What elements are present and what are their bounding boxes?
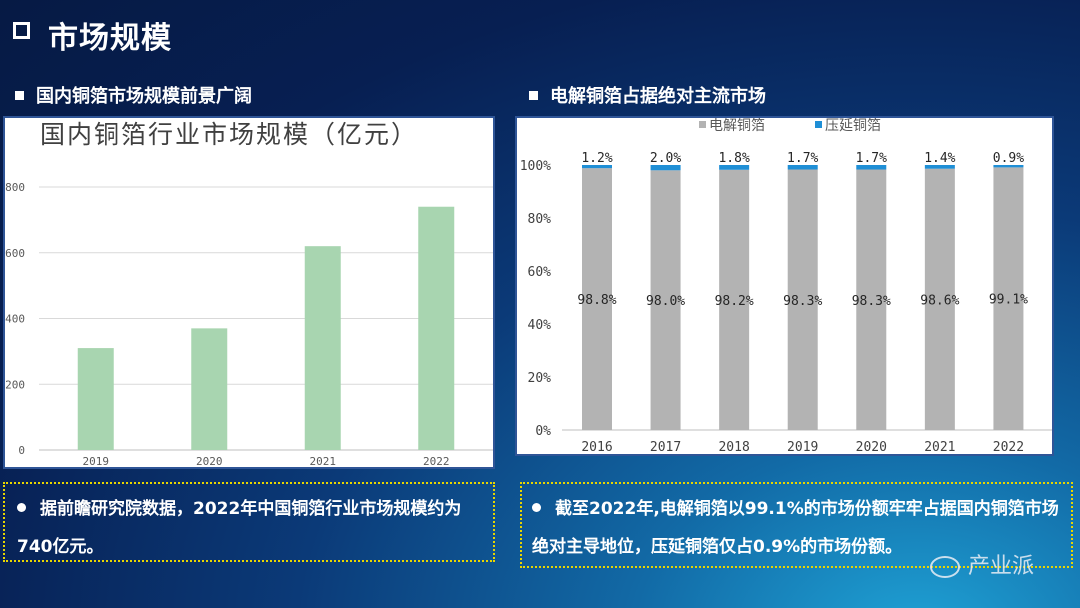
market-size-chart-panel: 国内铜箔行业市场规模（亿元） 0 200 400 600 800 2019 2020 2021 2…: [3, 116, 495, 469]
y-tick-label: 400: [5, 313, 25, 326]
bar-2022: [418, 206, 455, 450]
x-tick-label: 2022: [993, 440, 1024, 454]
x-tick-label: 2021: [924, 440, 955, 454]
bar-electrolytic-2022: [993, 167, 1024, 430]
data-label-rolled: 1.2%: [581, 151, 612, 166]
market-share-stacked-chart: 电解铜箔 压延铜箔 0% 20% 40% 60% 80% 100% 98.8% 1.2% 2016 9…: [520, 118, 1052, 454]
data-label-electrolytic: 98.3%: [852, 294, 891, 309]
right-section-title: 电解铜箔占据绝对主流市场: [529, 82, 766, 108]
x-tick-label: 2016: [581, 440, 612, 454]
left-section-title-text: 国内铜箔市场规模前景广阔: [36, 86, 252, 107]
data-label-rolled: 1.8%: [718, 151, 749, 166]
bar-rolled-2022: [993, 165, 1024, 168]
data-label-electrolytic: 98.3%: [783, 294, 822, 309]
data-label-rolled: 2.0%: [650, 151, 681, 166]
x-tick-label: 2021: [310, 455, 337, 467]
bar-rolled-2016: [582, 165, 612, 169]
bar-rolled-2021: [924, 165, 955, 169]
x-tick-label: 2019: [83, 455, 110, 467]
chart-title: 国内铜箔行业市场规模（亿元）: [40, 120, 418, 149]
legend-label-rolled: 压延铜箔: [825, 118, 881, 134]
bar-rolled-2019: [787, 165, 818, 170]
left-note-box: 据前瞻研究院数据，2022年中国铜箔行业市场规模约为740亿元。: [3, 482, 495, 562]
data-label-rolled: 1.4%: [924, 151, 955, 166]
y-tick-label: 0%: [535, 424, 551, 439]
legend-swatch-electrolytic: [699, 121, 706, 128]
right-note-box: 截至2022年,电解铜箔以99.1%的市场份额牢牢占据国内铜箔市场绝对主导地位，…: [520, 482, 1073, 568]
right-note-text: 截至2022年,电解铜箔以99.1%的市场份额牢牢占据国内铜箔市场绝对主导地位，…: [532, 499, 1059, 557]
y-tick-label: 80%: [528, 212, 552, 227]
title-square-icon: [13, 22, 30, 39]
bar-2019: [77, 348, 114, 450]
bar-2021: [304, 246, 341, 450]
data-label-rolled: 1.7%: [787, 151, 818, 166]
data-label-electrolytic: 99.1%: [989, 293, 1028, 308]
bar-rolled-2020: [856, 165, 887, 170]
bar-electrolytic-2018: [719, 169, 750, 430]
wechat-icon: [930, 556, 960, 578]
right-section-title-text: 电解铜箔占据绝对主流市场: [550, 86, 766, 107]
x-tick-label: 2020: [856, 440, 887, 454]
market-size-bar-chart: 国内铜箔行业市场规模（亿元） 0 200 400 600 800 2019 2020 2021 2…: [5, 120, 493, 467]
bar-rolled-2017: [650, 165, 681, 171]
share-chart-panel: 电解铜箔 压延铜箔 0% 20% 40% 60% 80% 100% 98.8% 1.2% 2016 9…: [515, 116, 1054, 456]
page-title: 市场规模: [48, 21, 172, 56]
left-note-text: 据前瞻研究院数据，2022年中国铜箔行业市场规模约为740亿元。: [17, 499, 462, 557]
x-tick-label: 2019: [787, 440, 818, 454]
bar-electrolytic-2016: [582, 168, 612, 430]
data-label-rolled: 1.7%: [856, 151, 887, 166]
y-tick-label: 20%: [528, 371, 552, 386]
data-label-electrolytic: 98.0%: [646, 294, 685, 309]
y-tick-label: 40%: [528, 318, 552, 333]
data-label-rolled: 0.9%: [993, 151, 1024, 166]
bar-electrolytic-2020: [856, 169, 887, 430]
watermark-text: 产业派: [968, 554, 1035, 579]
y-tick-label: 200: [5, 378, 25, 391]
x-tick-label: 2018: [718, 440, 749, 454]
bullet-dot-icon: [532, 502, 541, 512]
data-label-electrolytic: 98.2%: [715, 294, 754, 309]
bar-electrolytic-2017: [650, 170, 681, 431]
watermark: 产业派: [930, 548, 1034, 580]
bullet-dot-icon: [17, 502, 26, 512]
legend-label-electrolytic: 电解铜箔: [709, 118, 765, 134]
data-label-electrolytic: 98.6%: [920, 293, 959, 308]
bar-rolled-2018: [719, 165, 750, 170]
legend-swatch-rolled: [815, 121, 822, 128]
y-tick-label: 0: [18, 444, 25, 457]
left-section-title: 国内铜箔市场规模前景广阔: [15, 82, 252, 108]
x-tick-label: 2022: [423, 455, 450, 467]
bar-electrolytic-2021: [924, 168, 955, 430]
square-bullet-icon: [15, 90, 24, 100]
y-tick-label: 600: [5, 247, 25, 260]
bar-electrolytic-2019: [787, 169, 818, 430]
bar-2020: [191, 328, 228, 450]
x-tick-label: 2017: [650, 440, 681, 454]
x-tick-label: 2020: [196, 455, 223, 467]
square-bullet-icon: [529, 90, 538, 100]
y-tick-label: 60%: [528, 265, 552, 280]
y-tick-label: 800: [5, 181, 25, 194]
data-label-electrolytic: 98.8%: [577, 293, 616, 308]
y-tick-label: 100%: [520, 159, 551, 174]
